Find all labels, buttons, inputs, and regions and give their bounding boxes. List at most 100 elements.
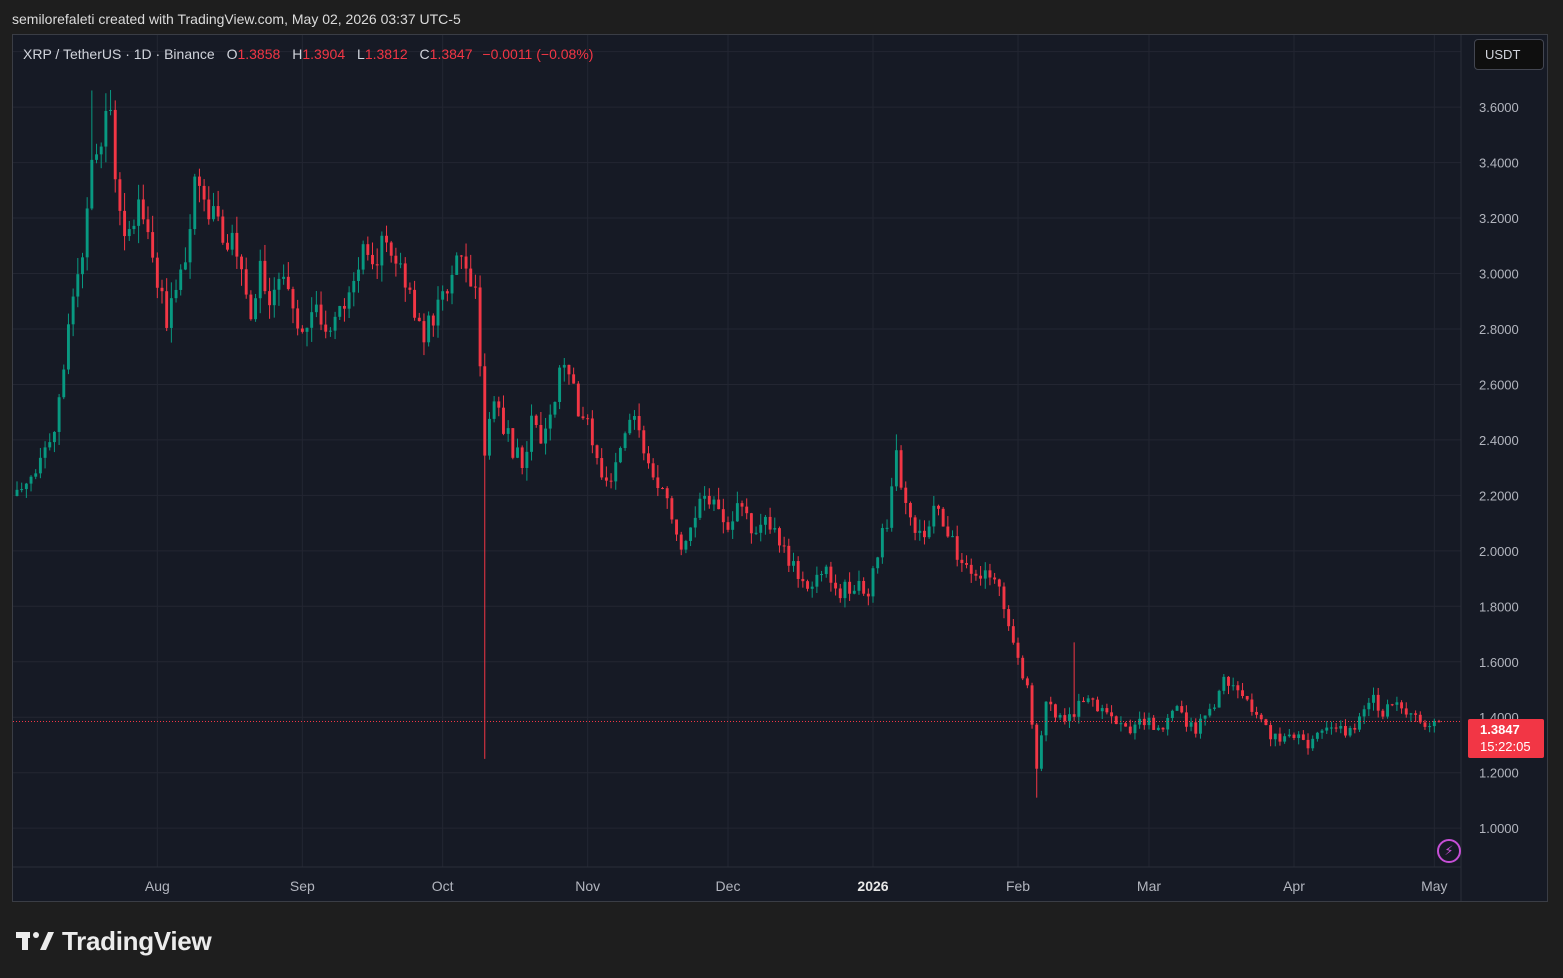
candle <box>174 279 178 303</box>
candle-body <box>1432 720 1436 727</box>
candle-body <box>1306 739 1310 749</box>
candle-body <box>1273 733 1277 740</box>
candle <box>993 572 997 584</box>
candle-body <box>1077 700 1081 717</box>
candle <box>586 414 590 426</box>
tradingview-brand[interactable]: TradingView <box>16 924 212 958</box>
candle-body <box>48 442 52 448</box>
candle-body <box>380 235 384 266</box>
candle-body <box>618 447 622 463</box>
candle-body <box>876 557 880 569</box>
candle-body <box>1105 708 1109 713</box>
x-tick-label: Sep <box>290 878 315 894</box>
candle <box>656 465 660 497</box>
candle <box>324 310 328 339</box>
candle <box>1306 733 1310 755</box>
candle <box>413 280 417 321</box>
candle-body <box>843 581 847 599</box>
candle-body <box>848 581 852 594</box>
candle <box>937 504 940 516</box>
candle <box>333 311 337 340</box>
candle-body <box>1311 738 1315 749</box>
candle <box>286 262 290 291</box>
candle-body <box>146 219 150 233</box>
candle <box>647 446 650 469</box>
candle-body <box>1222 676 1226 691</box>
candle-body <box>478 287 482 367</box>
candle <box>1189 717 1193 732</box>
candle <box>1348 725 1352 738</box>
candle <box>623 431 627 451</box>
lightning-bolt-icon[interactable]: ⚡ <box>1437 839 1461 863</box>
candle <box>268 277 272 319</box>
candle <box>43 441 47 469</box>
candle-body <box>24 483 28 490</box>
candle <box>1428 722 1432 733</box>
candle-body <box>399 263 403 265</box>
candle-body <box>155 257 159 288</box>
candle <box>328 327 332 337</box>
candle <box>464 243 468 283</box>
candle-body <box>1376 694 1380 711</box>
candle <box>132 219 136 235</box>
candle-body <box>1007 609 1011 627</box>
candle-body <box>169 298 173 328</box>
symbol-label[interactable]: XRP / TetherUS · 1D · Binance <box>23 46 215 62</box>
candle-body <box>375 264 379 266</box>
candle <box>890 477 894 532</box>
candle-body <box>623 433 627 448</box>
candle-body <box>165 291 169 328</box>
candle <box>1039 730 1043 772</box>
candle-body <box>768 516 772 530</box>
candle-body <box>235 232 239 257</box>
candle-body <box>1395 702 1399 705</box>
candle-body <box>1035 724 1039 769</box>
candle-body <box>34 473 38 477</box>
candle <box>483 353 487 759</box>
candle-body <box>1409 713 1413 715</box>
candle <box>183 247 187 271</box>
candle <box>1278 727 1282 746</box>
candle <box>95 143 98 164</box>
candle-body <box>866 593 870 597</box>
candle <box>375 248 379 279</box>
candle <box>637 403 641 438</box>
candle-body <box>1194 722 1198 734</box>
chart-panel[interactable]: 1.0000 1.2000 1.4000 1.6000 1.8000 2.0000 2.20… <box>12 34 1548 902</box>
candle-body <box>1297 734 1301 738</box>
y-tick-label: 3.0000 <box>1479 267 1519 282</box>
candle <box>534 414 538 428</box>
candle <box>473 274 477 299</box>
currency-button[interactable]: USDT <box>1474 39 1544 70</box>
candle-body <box>1334 727 1338 729</box>
candle-body <box>1184 712 1188 727</box>
candle-body <box>1348 727 1352 736</box>
candle-body <box>595 445 599 459</box>
candlestick-chart[interactable]: 1.00001.20001.40001.60001.80002.00002.20… <box>13 35 1548 902</box>
candle <box>1376 687 1380 718</box>
candle-body <box>319 304 323 325</box>
candle-body <box>637 416 641 431</box>
candle <box>422 313 426 356</box>
candle-body <box>132 225 136 230</box>
candle-body <box>1245 695 1249 700</box>
candle-body <box>913 517 917 533</box>
candle <box>1049 696 1053 711</box>
candle-body <box>717 499 721 510</box>
candle <box>216 190 220 222</box>
candle <box>1147 712 1151 730</box>
candle-body <box>1259 714 1263 720</box>
candle <box>403 257 407 302</box>
candle <box>146 206 150 240</box>
candle-body <box>272 289 276 306</box>
candle <box>1025 676 1029 689</box>
candle-body <box>628 419 632 434</box>
candle-body <box>1156 727 1160 730</box>
candle-body <box>1049 701 1053 705</box>
candle <box>436 286 440 338</box>
candle-body <box>815 574 819 587</box>
candle-body <box>1325 727 1329 731</box>
candle <box>1273 733 1277 747</box>
candle-body <box>576 383 580 417</box>
candle-body <box>296 308 300 329</box>
